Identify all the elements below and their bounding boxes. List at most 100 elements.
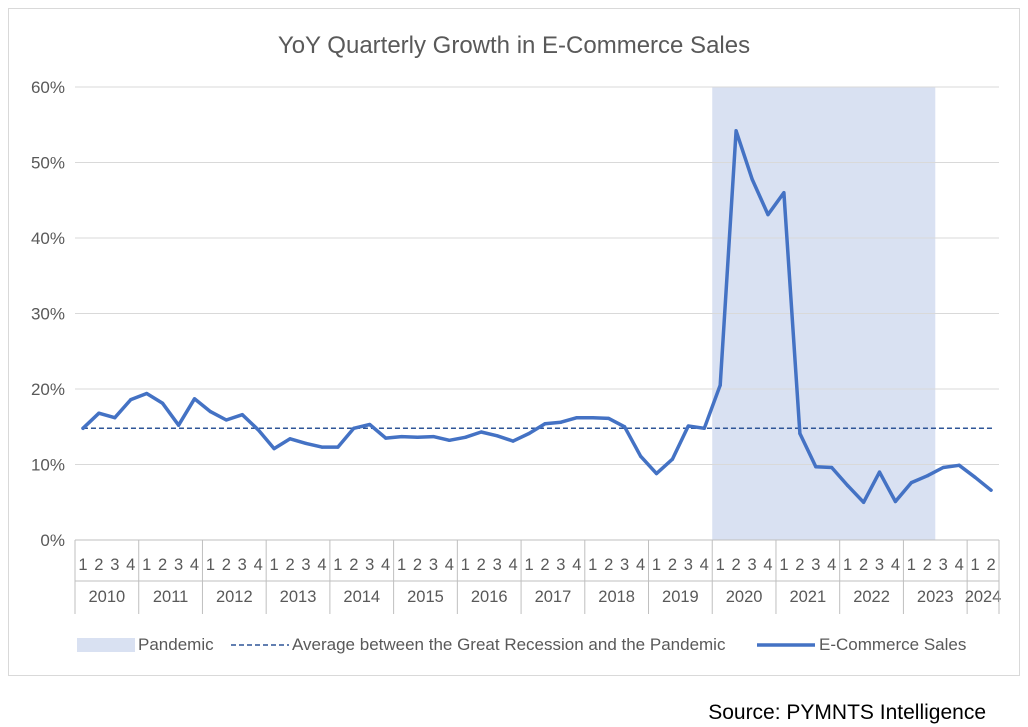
x-tick-quarter: 2 — [795, 556, 804, 574]
x-tick-quarter: 2 — [923, 556, 932, 574]
y-tick-label: 30% — [31, 305, 65, 324]
x-tick-quarter: 2 — [604, 556, 613, 574]
x-tick-quarter: 2 — [94, 556, 103, 574]
x-tick-quarter: 2 — [285, 556, 294, 574]
x-tick-quarter: 3 — [684, 556, 693, 574]
data-point — [925, 474, 929, 478]
x-tick-quarter: 1 — [270, 556, 279, 574]
data-point — [145, 391, 149, 396]
data-point — [97, 411, 101, 415]
data-point — [352, 426, 356, 430]
data-point — [861, 500, 866, 504]
data-point — [559, 420, 563, 424]
data-point — [686, 424, 690, 428]
x-tick-year: 2020 — [726, 588, 763, 606]
x-tick-quarter: 1 — [142, 556, 151, 574]
data-point — [304, 441, 308, 445]
data-point — [893, 499, 898, 504]
x-tick-quarter: 3 — [875, 556, 884, 574]
y-tick-label: 0% — [40, 531, 65, 550]
x-tick-quarter: 4 — [254, 556, 263, 574]
data-point — [81, 426, 85, 430]
data-point — [447, 438, 451, 442]
data-point — [256, 428, 260, 432]
data-point — [798, 431, 802, 436]
chart-svg: YoY Quarterly Growth in E-Commerce Sales… — [31, 32, 1001, 654]
data-point — [670, 457, 675, 461]
x-tick-quarter: 2 — [349, 556, 358, 574]
data-point — [607, 416, 611, 421]
x-tick-quarter: 2 — [158, 556, 167, 574]
data-point — [830, 465, 834, 470]
x-tick-quarter: 4 — [700, 556, 709, 574]
data-point — [399, 434, 404, 439]
x-tick-quarter: 1 — [78, 556, 87, 574]
legend-pandemic-swatch — [77, 638, 135, 652]
data-point — [272, 447, 276, 451]
data-point — [208, 410, 213, 414]
x-tick-year: 2016 — [471, 588, 508, 606]
x-tick-quarter: 2 — [668, 556, 677, 574]
x-tick-quarter: 3 — [238, 556, 247, 574]
data-point — [113, 416, 117, 420]
x-tick-quarter: 2 — [732, 556, 741, 574]
data-point — [941, 465, 945, 470]
data-point — [495, 434, 499, 438]
x-tick-quarter: 4 — [381, 556, 390, 574]
data-point — [877, 470, 882, 474]
x-tick-quarter: 4 — [317, 556, 326, 574]
data-point — [702, 426, 706, 430]
x-tick-year: 2018 — [598, 588, 635, 606]
x-tick-quarter: 1 — [333, 556, 342, 574]
x-tick-quarter: 1 — [206, 556, 215, 574]
y-tick-label: 60% — [31, 78, 65, 97]
data-point — [161, 401, 165, 405]
data-point — [240, 413, 244, 417]
data-point — [368, 422, 372, 427]
x-tick-quarter: 4 — [891, 556, 900, 574]
x-tick-quarter: 4 — [955, 556, 964, 574]
y-tick-label: 20% — [31, 380, 65, 399]
x-tick-quarter: 1 — [843, 556, 852, 574]
x-tick-quarter: 2 — [540, 556, 549, 574]
x-tick-quarter: 1 — [588, 556, 597, 574]
data-point — [415, 435, 420, 439]
x-tick-quarter: 1 — [652, 556, 661, 574]
data-point — [320, 445, 324, 449]
data-point — [192, 397, 197, 401]
x-tick-quarter: 2 — [477, 556, 486, 574]
x-tick-quarter: 1 — [716, 556, 725, 574]
data-point — [989, 488, 993, 492]
data-point — [336, 445, 340, 449]
x-tick-quarter: 4 — [445, 556, 454, 574]
data-point — [734, 129, 738, 133]
data-point — [909, 481, 913, 485]
source-note: Source: PYMNTS Intelligence — [708, 701, 986, 724]
chart-title: YoY Quarterly Growth in E-Commerce Sales — [278, 32, 750, 59]
data-point — [718, 383, 722, 387]
x-tick-quarter: 1 — [397, 556, 406, 574]
data-point — [575, 416, 579, 420]
x-tick-quarter: 3 — [493, 556, 502, 574]
x-tick-quarter: 3 — [811, 556, 820, 574]
data-point — [766, 212, 770, 217]
legend: Pandemic Average between the Great Reces… — [77, 635, 966, 654]
x-tick-quarter: 3 — [110, 556, 119, 574]
x-tick-year: 2011 — [153, 588, 188, 606]
data-point — [638, 454, 643, 458]
x-tick-quarter: 3 — [556, 556, 565, 574]
x-tick-quarter: 1 — [971, 556, 980, 574]
x-tick-quarter: 2 — [859, 556, 868, 574]
x-tick-quarter: 4 — [636, 556, 645, 574]
data-point — [591, 416, 595, 420]
x-tick-quarter: 3 — [620, 556, 629, 574]
y-tick-label: 10% — [31, 456, 65, 475]
legend-pandemic-label: Pandemic — [138, 635, 214, 654]
data-point — [750, 177, 754, 181]
data-point — [384, 436, 388, 440]
x-tick-quarter: 1 — [907, 556, 916, 574]
legend-ecommerce-label: E-Commerce Sales — [819, 635, 966, 654]
x-tick-quarter: 3 — [747, 556, 756, 574]
x-tick-quarter: 3 — [365, 556, 374, 574]
data-point — [957, 463, 961, 467]
